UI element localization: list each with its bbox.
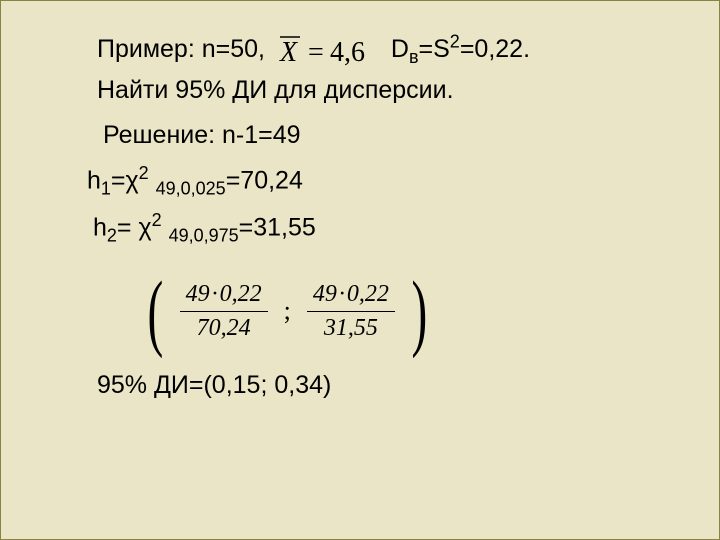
example-line-1: Пример: n=50, X = 4,6 Dв=S2=0,22. xyxy=(97,29,679,69)
separator: ; xyxy=(284,295,291,328)
d-symbol: D xyxy=(391,35,409,63)
right-paren: ) xyxy=(411,279,427,344)
answer-line: 95% ДИ=(0,15; 0,34) xyxy=(97,370,679,401)
h2-sub: 2 xyxy=(107,226,117,246)
left-paren: ( xyxy=(147,279,163,344)
h2-val: =31,55 xyxy=(239,214,316,242)
svg-text:4,6: 4,6 xyxy=(330,37,365,68)
interval-formula: ( 49·0,22 70,24 ; 49·0,22 31,55 ) xyxy=(97,253,679,370)
h2-h: h xyxy=(93,214,107,242)
h1-df: 49,0,025 xyxy=(156,178,226,198)
s-sup: 2 xyxy=(450,32,460,52)
xbar-formula: X = 4,6 xyxy=(272,35,391,63)
h1-chi: =χ xyxy=(111,166,139,194)
h1-sub: 1 xyxy=(101,178,111,198)
h1-line: h1=χ2 49,0,025=70,24 xyxy=(87,162,679,200)
slide-content: Пример: n=50, X = 4,6 Dв=S2=0,22. Найти … xyxy=(97,29,679,407)
h2-line: h2= χ2 49,0,975=31,55 xyxy=(93,209,679,247)
solution-line: Решение: n-1=49 xyxy=(103,120,679,151)
h2-chi: = χ xyxy=(117,214,152,242)
example-line-2: Найти 95% ДИ для дисперсии. xyxy=(97,75,679,106)
fraction-2: 49·0,22 31,55 xyxy=(307,280,395,343)
h1-val: =70,24 xyxy=(226,166,303,194)
s-val: =0,22. xyxy=(460,35,530,63)
h1-h: h xyxy=(87,166,101,194)
fraction-1: 49·0,22 70,24 xyxy=(180,280,268,343)
h2-df: 49,0,975 xyxy=(169,226,239,246)
d-sub: в xyxy=(409,47,419,67)
h2-sup: 2 xyxy=(152,210,162,230)
svg-text:X: X xyxy=(279,37,298,68)
s-eq: =S xyxy=(419,35,450,63)
h1-sup: 2 xyxy=(139,163,149,183)
example-prefix: Пример: n=50, xyxy=(97,35,265,63)
svg-text:=: = xyxy=(308,37,324,68)
